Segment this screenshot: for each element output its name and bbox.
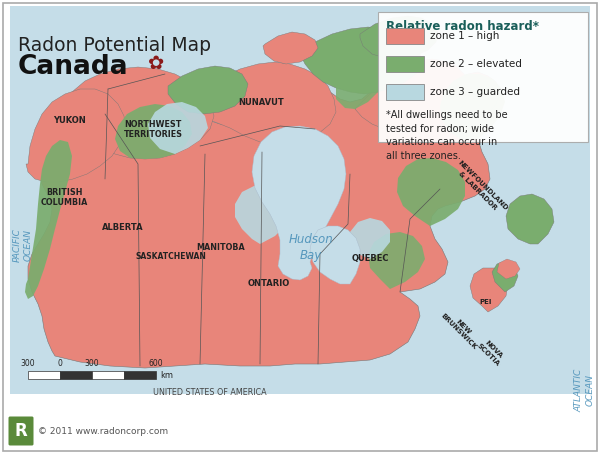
Polygon shape — [10, 6, 590, 394]
Text: YUKON: YUKON — [53, 116, 85, 125]
Polygon shape — [115, 104, 192, 159]
Text: km: km — [160, 370, 173, 380]
Text: *All dwellings need to be
tested for radon; wide
variations can occur in
all thr: *All dwellings need to be tested for rad… — [386, 110, 508, 161]
Text: NEW
BRUNSWICK: NEW BRUNSWICK — [439, 307, 482, 351]
Bar — [124, 371, 156, 379]
Polygon shape — [506, 194, 554, 244]
Text: © 2011 www.radoncorp.com: © 2011 www.radoncorp.com — [38, 426, 168, 435]
FancyBboxPatch shape — [8, 416, 34, 445]
Text: R: R — [14, 422, 28, 440]
Text: ALBERTA: ALBERTA — [102, 222, 144, 232]
Text: NUNAVUT: NUNAVUT — [238, 98, 284, 107]
Text: NOVA
SCOTIA: NOVA SCOTIA — [476, 337, 506, 367]
Text: Hudson
Bay: Hudson Bay — [289, 233, 333, 262]
Text: zone 3 – guarded: zone 3 – guarded — [430, 87, 520, 97]
Polygon shape — [368, 232, 425, 289]
Polygon shape — [148, 102, 208, 154]
Text: MANITOBA: MANITOBA — [196, 243, 245, 252]
Polygon shape — [28, 72, 500, 368]
Bar — [60, 371, 92, 379]
Text: SASKATCHEWAN: SASKATCHEWAN — [136, 252, 206, 261]
Text: zone 1 – high: zone 1 – high — [430, 31, 499, 41]
Text: PEI: PEI — [480, 299, 492, 305]
Polygon shape — [397, 158, 465, 226]
Polygon shape — [263, 32, 318, 64]
Polygon shape — [168, 66, 248, 114]
Text: ONTARIO: ONTARIO — [248, 279, 290, 288]
Bar — [28, 371, 60, 379]
Polygon shape — [180, 62, 336, 146]
Polygon shape — [235, 186, 290, 244]
Text: ✿: ✿ — [148, 54, 164, 73]
Text: Canada: Canada — [18, 54, 128, 80]
Text: 600: 600 — [149, 359, 163, 368]
Polygon shape — [26, 89, 125, 182]
Bar — [386, 56, 424, 72]
Polygon shape — [300, 27, 422, 94]
FancyBboxPatch shape — [3, 3, 597, 451]
Text: 300: 300 — [85, 359, 100, 368]
Polygon shape — [350, 218, 390, 259]
Polygon shape — [310, 226, 360, 284]
Polygon shape — [492, 261, 518, 292]
Polygon shape — [355, 59, 468, 132]
Text: UNITED STATES OF AMERICA: UNITED STATES OF AMERICA — [153, 388, 267, 397]
Bar — [386, 84, 424, 100]
Text: Relative radon hazard*: Relative radon hazard* — [386, 20, 539, 33]
Polygon shape — [336, 70, 378, 109]
Text: zone 2 – elevated: zone 2 – elevated — [430, 59, 522, 69]
Text: 300: 300 — [20, 359, 35, 368]
Text: Radon Potential Map: Radon Potential Map — [18, 36, 211, 55]
FancyBboxPatch shape — [378, 12, 588, 142]
Polygon shape — [440, 74, 505, 140]
Polygon shape — [470, 268, 508, 312]
Polygon shape — [497, 259, 520, 279]
Text: NORTHWEST
TERRITORIES: NORTHWEST TERRITORIES — [124, 119, 182, 139]
Polygon shape — [43, 67, 214, 169]
Polygon shape — [252, 126, 346, 280]
Polygon shape — [25, 140, 72, 299]
Bar — [92, 371, 124, 379]
Text: QUEBEC: QUEBEC — [352, 254, 389, 263]
Bar — [386, 28, 424, 44]
Polygon shape — [360, 16, 438, 59]
Text: BRITISH
COLUMBIA: BRITISH COLUMBIA — [41, 188, 88, 207]
Text: NEWFOUNDLAND
& LABRADOR: NEWFOUNDLAND & LABRADOR — [451, 160, 509, 217]
Text: ATLANTIC
OCEAN: ATLANTIC OCEAN — [575, 369, 595, 412]
Text: PACIFIC
OCEAN: PACIFIC OCEAN — [13, 228, 33, 262]
Text: 0: 0 — [58, 359, 62, 368]
